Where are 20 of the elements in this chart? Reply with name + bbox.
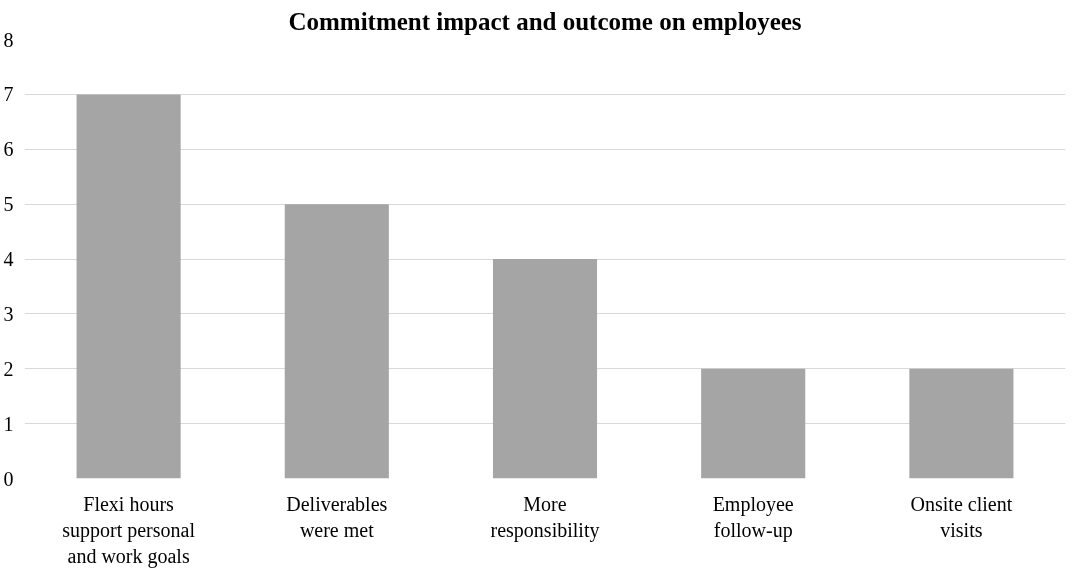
y-tick-label: 3: [3, 302, 14, 325]
y-tick-label: 1: [3, 412, 14, 435]
bar: [909, 368, 1014, 479]
bar: [76, 94, 181, 479]
bar: [284, 204, 389, 479]
x-tick-label: Onsite client visits: [910, 492, 1013, 541]
y-tick-label: 2: [3, 357, 14, 380]
bar: [492, 259, 598, 479]
x-tick-label: Flexi hours support personal and work goals: [62, 492, 196, 569]
chart-title: Commitment impact and outcome on employees: [288, 7, 802, 35]
y-tick-label: 7: [3, 83, 14, 106]
y-tick-label: 8: [3, 28, 14, 51]
x-tick-label: More responsibility: [490, 492, 600, 542]
x-tick-label: Employee follow-up: [712, 492, 794, 542]
y-tick-label: 4: [3, 248, 14, 270]
y-tick-label: 6: [3, 138, 14, 161]
x-tick-label: Deliverables were met: [286, 492, 388, 541]
y-tick-label: 0: [3, 467, 14, 490]
y-tick-label: 5: [3, 193, 14, 216]
bar: [701, 368, 806, 479]
